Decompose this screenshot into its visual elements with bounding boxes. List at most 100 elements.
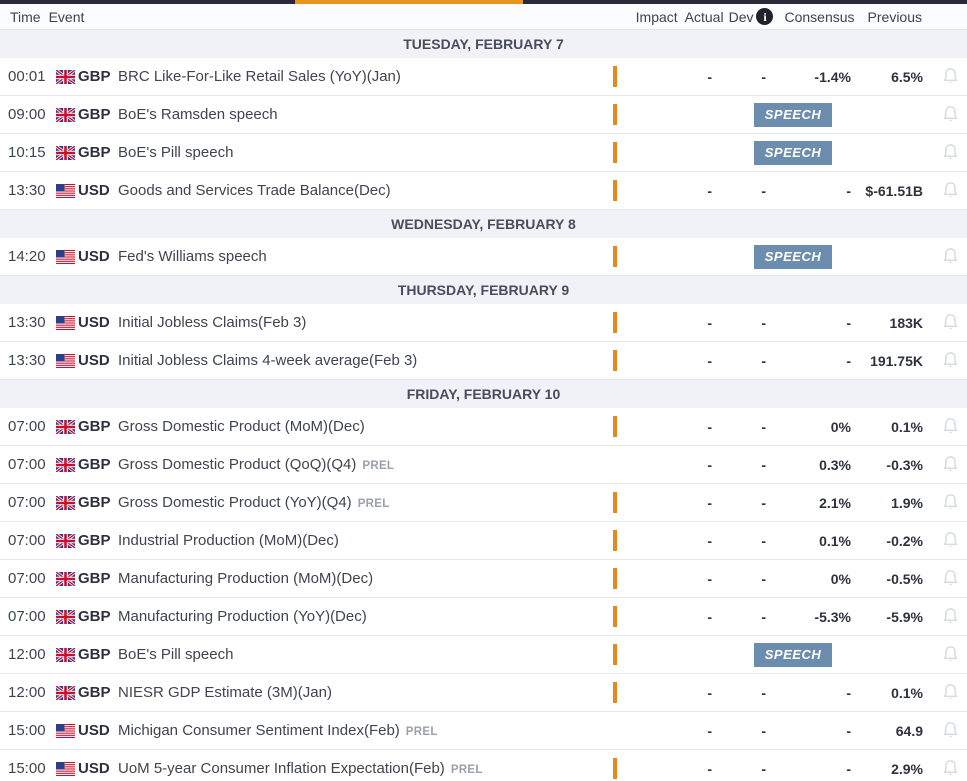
event-time: 15:00 bbox=[8, 760, 46, 777]
impact-indicator bbox=[613, 681, 617, 703]
flag-cell bbox=[56, 69, 76, 84]
alert-bell-button[interactable] bbox=[923, 142, 967, 163]
alert-bell-button[interactable] bbox=[923, 758, 967, 779]
event-consensus: - bbox=[846, 182, 851, 199]
event-title[interactable]: Manufacturing Production (YoY)(Dec) bbox=[118, 608, 367, 625]
flag-cell bbox=[56, 609, 76, 624]
alert-bell-button[interactable] bbox=[923, 492, 967, 513]
alert-bell-button[interactable] bbox=[923, 246, 967, 267]
event-consensus: - bbox=[846, 760, 851, 777]
event-title[interactable]: BoE's Pill speech bbox=[118, 144, 234, 161]
alert-bell-button[interactable] bbox=[923, 454, 967, 475]
event-title[interactable]: BoE's Pill speech bbox=[118, 646, 234, 663]
speech-badge: SPEECH bbox=[753, 140, 833, 165]
event-title[interactable]: BRC Like-For-Like Retail Sales (YoY)(Jan… bbox=[118, 68, 401, 85]
prel-tag: PREL bbox=[405, 726, 438, 738]
event-title[interactable]: Manufacturing Production (MoM)(Dec) bbox=[118, 570, 374, 587]
speech-cell: SPEECH bbox=[663, 140, 923, 165]
event-row[interactable]: 00:01 GBP BRC Like-For bbox=[0, 58, 967, 96]
event-title-cell[interactable]: Industrial Production (MoM)(Dec) bbox=[118, 532, 613, 549]
event-title[interactable]: Michigan Consumer Sentiment Index(Feb) bbox=[118, 722, 400, 739]
event-title[interactable]: UoM 5-year Consumer Inflation Expectatio… bbox=[118, 760, 445, 777]
event-title[interactable]: Gross Domestic Product (YoY)(Q4) bbox=[118, 494, 352, 511]
impact-cell bbox=[613, 311, 663, 333]
alert-bell-button[interactable] bbox=[923, 644, 967, 665]
event-previous: 0.1% bbox=[891, 684, 923, 701]
event-currency: GBP bbox=[78, 144, 111, 161]
event-title-cell[interactable]: Goods and Services Trade Balance(Dec) bbox=[118, 182, 613, 199]
event-consensus: 0.3% bbox=[819, 456, 851, 473]
event-title[interactable]: Fed's Williams speech bbox=[118, 248, 267, 265]
event-title-cell[interactable]: Gross Domestic Product (YoY)(Q4) PREL bbox=[118, 494, 613, 511]
info-icon[interactable]: i bbox=[756, 8, 774, 25]
event-consensus: 2.1% bbox=[819, 494, 851, 511]
event-row[interactable]: 13:30 USD Goods and Se bbox=[0, 172, 967, 210]
event-title-cell[interactable]: Manufacturing Production (YoY)(Dec) bbox=[118, 608, 613, 625]
alert-bell-button[interactable] bbox=[923, 568, 967, 589]
event-row[interactable]: 07:00 GBP Gross Domest bbox=[0, 484, 967, 522]
alert-bell-button[interactable] bbox=[923, 606, 967, 627]
event-title-cell[interactable]: Manufacturing Production (MoM)(Dec) bbox=[118, 570, 613, 587]
event-title-cell[interactable]: NIESR GDP Estimate (3M)(Jan) bbox=[118, 684, 613, 701]
event-title-cell[interactable]: BoE's Pill speech bbox=[118, 646, 613, 663]
event-time: 10:15 bbox=[8, 144, 46, 161]
bell-icon bbox=[943, 570, 957, 586]
event-row[interactable]: 13:30 USD Initial Jobl bbox=[0, 304, 967, 342]
event-title-cell[interactable]: BRC Like-For-Like Retail Sales (YoY)(Jan… bbox=[118, 68, 613, 85]
event-title[interactable]: BoE's Ramsden speech bbox=[118, 106, 278, 123]
alert-bell-button[interactable] bbox=[923, 312, 967, 333]
event-title[interactable]: Gross Domestic Product (MoM)(Dec) bbox=[118, 418, 365, 435]
event-actual: - bbox=[707, 456, 712, 473]
event-row[interactable]: 12:00 GBP BoE's Pill s bbox=[0, 636, 967, 674]
event-time: 14:20 bbox=[8, 248, 46, 265]
impact-cell bbox=[613, 349, 663, 371]
flag-us-icon bbox=[56, 315, 75, 330]
event-row[interactable]: 14:20 USD Fed's Willia bbox=[0, 238, 967, 276]
event-time: 12:00 bbox=[8, 684, 46, 701]
speech-cell: SPEECH bbox=[663, 244, 923, 269]
alert-bell-button[interactable] bbox=[923, 66, 967, 87]
event-title[interactable]: NIESR GDP Estimate (3M)(Jan) bbox=[118, 684, 332, 701]
event-row[interactable]: 12:00 GBP NIESR GDP Es bbox=[0, 674, 967, 712]
alert-bell-button[interactable] bbox=[923, 180, 967, 201]
date-separator-label: FRIDAY, FEBRUARY 10 bbox=[406, 386, 561, 402]
column-header-time: Time bbox=[10, 8, 41, 25]
event-row[interactable]: 09:00 GBP BoE's Ramsde bbox=[0, 96, 967, 134]
impact-indicator bbox=[613, 349, 617, 371]
event-title-cell[interactable]: Gross Domestic Product (MoM)(Dec) bbox=[118, 418, 613, 435]
event-row[interactable]: 07:00 GBP Gross Domest bbox=[0, 446, 967, 484]
event-title-cell[interactable]: Michigan Consumer Sentiment Index(Feb) PR… bbox=[118, 722, 613, 739]
event-title[interactable]: Industrial Production (MoM)(Dec) bbox=[118, 532, 339, 549]
alert-bell-button[interactable] bbox=[923, 416, 967, 437]
alert-bell-button[interactable] bbox=[923, 530, 967, 551]
bell-icon bbox=[943, 182, 957, 198]
event-title[interactable]: Initial Jobless Claims(Feb 3) bbox=[118, 314, 307, 331]
event-title-cell[interactable]: Initial Jobless Claims 4-week average(Fe… bbox=[118, 352, 613, 369]
event-row[interactable]: 07:00 GBP Manufacturin bbox=[0, 560, 967, 598]
event-row[interactable]: 07:00 GBP Gross Domest bbox=[0, 408, 967, 446]
event-title-cell[interactable]: BoE's Pill speech bbox=[118, 144, 613, 161]
alert-bell-button[interactable] bbox=[923, 104, 967, 125]
bell-icon bbox=[943, 456, 957, 472]
event-row[interactable]: 07:00 GBP Industrial P bbox=[0, 522, 967, 560]
event-row[interactable]: 13:30 USD Initial Jobl bbox=[0, 342, 967, 380]
event-title-cell[interactable]: UoM 5-year Consumer Inflation Expectatio… bbox=[118, 760, 613, 777]
event-title[interactable]: Initial Jobless Claims 4-week average(Fe… bbox=[118, 352, 418, 369]
event-dev: - bbox=[761, 418, 766, 435]
event-title-cell[interactable]: Initial Jobless Claims(Feb 3) bbox=[118, 314, 613, 331]
alert-bell-button[interactable] bbox=[923, 720, 967, 741]
event-row[interactable]: 10:15 GBP BoE's Pill s bbox=[0, 134, 967, 172]
event-title-cell[interactable]: Fed's Williams speech bbox=[118, 248, 613, 265]
event-row[interactable]: 07:00 GBP Manufacturin bbox=[0, 598, 967, 636]
event-title[interactable]: Gross Domestic Product (QoQ)(Q4) bbox=[118, 456, 357, 473]
event-title-cell[interactable]: BoE's Ramsden speech bbox=[118, 106, 613, 123]
alert-bell-button[interactable] bbox=[923, 682, 967, 703]
event-row[interactable]: 15:00 USD UoM 5-year C bbox=[0, 750, 967, 781]
flag-cell bbox=[56, 723, 76, 738]
event-title-cell[interactable]: Gross Domestic Product (QoQ)(Q4) PREL bbox=[118, 456, 613, 473]
impact-indicator bbox=[613, 567, 617, 589]
flag-us-icon bbox=[56, 183, 75, 198]
event-row[interactable]: 15:00 USD Michigan Con bbox=[0, 712, 967, 750]
event-title[interactable]: Goods and Services Trade Balance(Dec) bbox=[118, 182, 391, 199]
alert-bell-button[interactable] bbox=[923, 350, 967, 371]
